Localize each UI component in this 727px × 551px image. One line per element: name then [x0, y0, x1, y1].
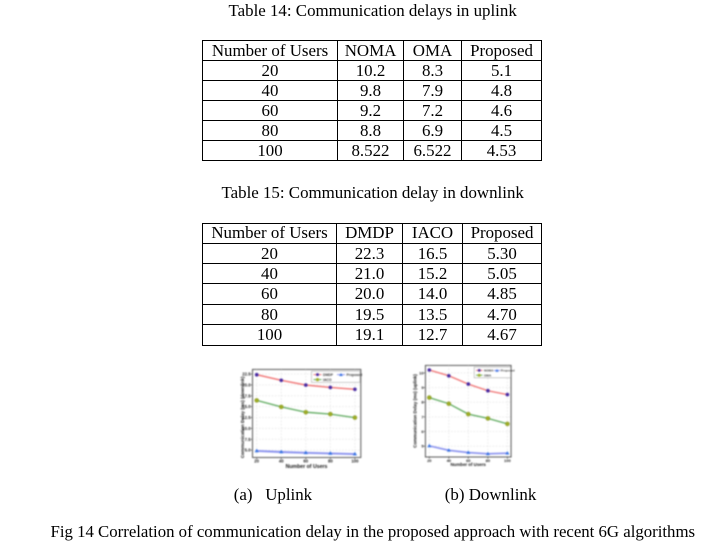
svg-text:100: 100 [504, 458, 511, 463]
svg-text:Proposed: Proposed [501, 369, 515, 373]
svg-text:100: 100 [351, 459, 359, 464]
svg-text:20.0: 20.0 [242, 382, 251, 387]
svg-text:22.5: 22.5 [242, 372, 251, 377]
svg-text:10.0: 10.0 [242, 426, 251, 431]
svg-text:17.5: 17.5 [242, 393, 251, 398]
svg-text:Number of Users: Number of Users [286, 464, 328, 470]
svg-text:NOMA: NOMA [484, 369, 494, 373]
svg-text:20: 20 [427, 458, 432, 463]
svg-text:12.5: 12.5 [242, 415, 251, 420]
svg-text:9: 9 [421, 385, 424, 390]
svg-text:DMDP: DMDP [323, 373, 334, 377]
svg-text:60: 60 [466, 458, 471, 463]
svg-text:10: 10 [419, 370, 424, 375]
svg-text:5: 5 [421, 444, 424, 449]
svg-text:8: 8 [421, 400, 424, 405]
svg-text:80: 80 [328, 459, 333, 464]
svg-text:6: 6 [421, 429, 424, 434]
svg-text:5.0: 5.0 [245, 448, 252, 453]
svg-text:80: 80 [486, 458, 491, 463]
svg-text:15.0: 15.0 [242, 404, 251, 409]
svg-text:OMA: OMA [484, 374, 492, 378]
svg-text:7: 7 [421, 414, 424, 419]
svg-text:7.5: 7.5 [245, 437, 252, 442]
svg-text:Proposed: Proposed [347, 373, 363, 377]
svg-text:Number of Users: Number of Users [451, 462, 487, 467]
svg-text:60: 60 [303, 459, 308, 464]
svg-text:40: 40 [279, 459, 284, 464]
svg-text:20: 20 [254, 459, 259, 464]
svg-text:Communication Delay (ms) (down: Communication Delay (ms) (downlink) [240, 376, 245, 458]
svg-text:Communication Delay (ms) (upli: Communication Delay (ms) (uplink) [413, 374, 418, 448]
svg-text:IACO: IACO [323, 378, 332, 382]
svg-text:40: 40 [447, 458, 452, 463]
